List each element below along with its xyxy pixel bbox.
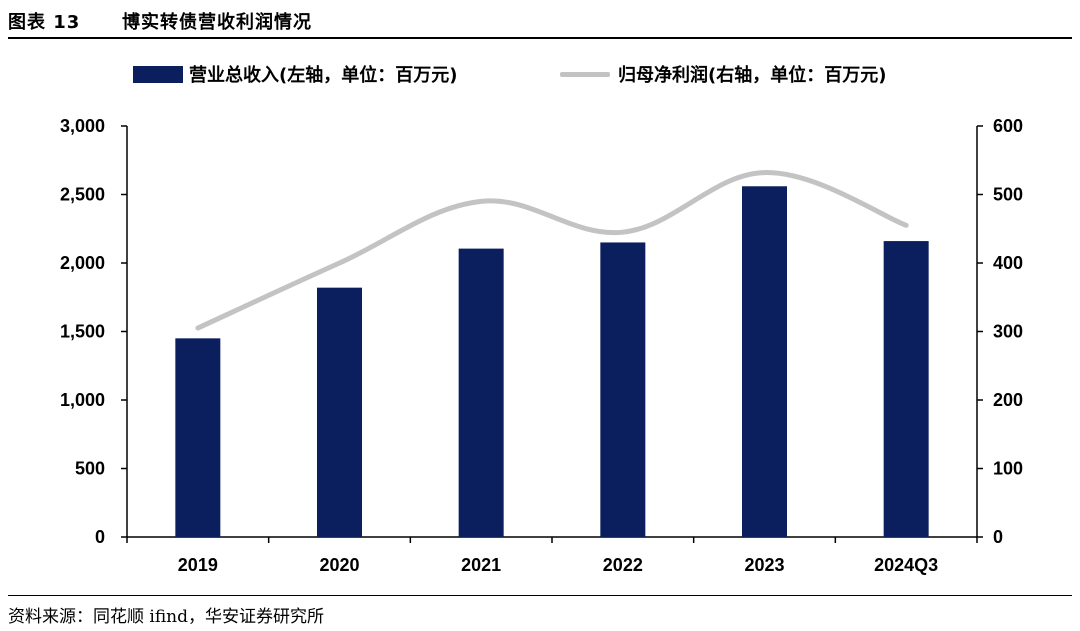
y-left-tick-label: 2,000 xyxy=(60,253,105,273)
chart-header: 图表 13 博实转债营收利润情况 xyxy=(8,6,1072,34)
y-left-tick-label: 0 xyxy=(95,527,105,547)
legend-label-revenue: 营业总收入(左轴，单位：百万元) xyxy=(189,65,458,86)
y-right-tick-label: 300 xyxy=(993,322,1023,342)
bar-revenue-2020 xyxy=(317,287,362,537)
legend-label-profit: 归母净利润(右轴，单位：百万元) xyxy=(618,65,887,86)
y-left-tick-label: 2,500 xyxy=(60,185,105,205)
x-tick-label: 2022 xyxy=(603,555,643,575)
x-tick-label: 2020 xyxy=(319,555,359,575)
figure-label: 图表 13 xyxy=(8,12,81,33)
bar-revenue-2022 xyxy=(600,242,646,537)
bar-revenue-2024Q3 xyxy=(883,241,929,537)
y-left-tick-label: 500 xyxy=(75,459,105,479)
y-left-tick-label: 1,500 xyxy=(60,322,105,342)
y-left-tick-label: 1,000 xyxy=(60,390,105,410)
source-note: 资料来源：同花顺 ifind，华安证券研究所 xyxy=(8,607,325,627)
y-left-tick-label: 3,000 xyxy=(60,116,105,136)
bar-revenue-2019 xyxy=(175,338,221,537)
y-right-tick-label: 400 xyxy=(993,253,1023,273)
x-tick-label: 2024Q3 xyxy=(874,555,938,575)
legend-line-swatch xyxy=(560,71,610,77)
line-net-profit xyxy=(195,170,909,331)
y-right-tick-label: 100 xyxy=(993,459,1023,479)
y-right-tick-label: 600 xyxy=(993,116,1023,136)
bar-revenue-2023 xyxy=(742,186,787,537)
chart-legend: 营业总收入(左轴，单位：百万元) 归母净利润(右轴，单位：百万元) xyxy=(0,58,1080,90)
legend-bar-swatch xyxy=(133,65,183,83)
bar-revenue-2021 xyxy=(458,248,504,538)
y-right-tick-label: 0 xyxy=(993,527,1003,547)
chart-title: 博实转债营收利润情况 xyxy=(122,12,312,33)
top-rule xyxy=(8,37,1072,39)
legend-item-profit: 归母净利润(右轴，单位：百万元) xyxy=(560,58,886,90)
x-tick-label: 2019 xyxy=(178,555,218,575)
bottom-rule xyxy=(8,595,1072,596)
legend-item-revenue: 营业总收入(左轴，单位：百万元) xyxy=(133,58,457,90)
y-right-tick-label: 200 xyxy=(993,390,1023,410)
x-tick-label: 2023 xyxy=(744,555,784,575)
x-tick-label: 2021 xyxy=(461,555,501,575)
y-right-tick-label: 500 xyxy=(993,185,1023,205)
